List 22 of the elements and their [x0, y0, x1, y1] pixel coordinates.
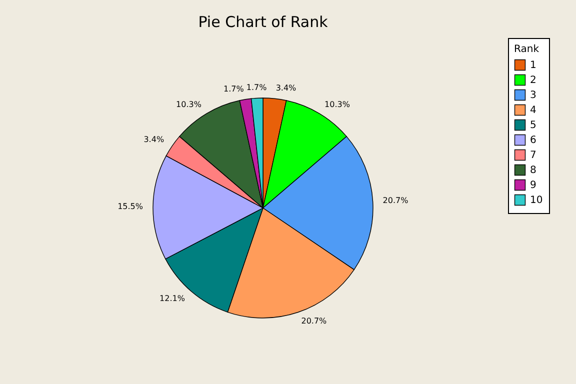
legend-title: Rank — [514, 44, 540, 55]
data-label: 3.4% — [276, 84, 297, 93]
data-label: 12.1% — [160, 294, 186, 304]
data-label: 15.5% — [118, 202, 144, 212]
legend-label: 3 — [530, 90, 536, 101]
legend-label: 1 — [530, 60, 536, 71]
legend-label: 4 — [530, 105, 536, 116]
legend-label: 10 — [530, 195, 543, 206]
chart-title: Pie Chart of Rank — [198, 13, 328, 31]
data-label: 20.7% — [382, 196, 409, 206]
legend-label: 2 — [530, 75, 536, 86]
data-label: 3.4% — [144, 135, 164, 144]
data-label: 1.7% — [246, 83, 268, 92]
legend-label: 7 — [530, 150, 536, 161]
legend-label: 6 — [530, 135, 536, 146]
data-label: 20.7% — [301, 316, 328, 326]
data-label: 10.3% — [324, 100, 350, 109]
legend-label: 9 — [530, 180, 536, 191]
data-label: 1.7% — [223, 84, 244, 94]
data-label: 10.3% — [176, 100, 202, 109]
legend-label: 8 — [530, 165, 536, 176]
legend-label: 5 — [530, 120, 536, 131]
